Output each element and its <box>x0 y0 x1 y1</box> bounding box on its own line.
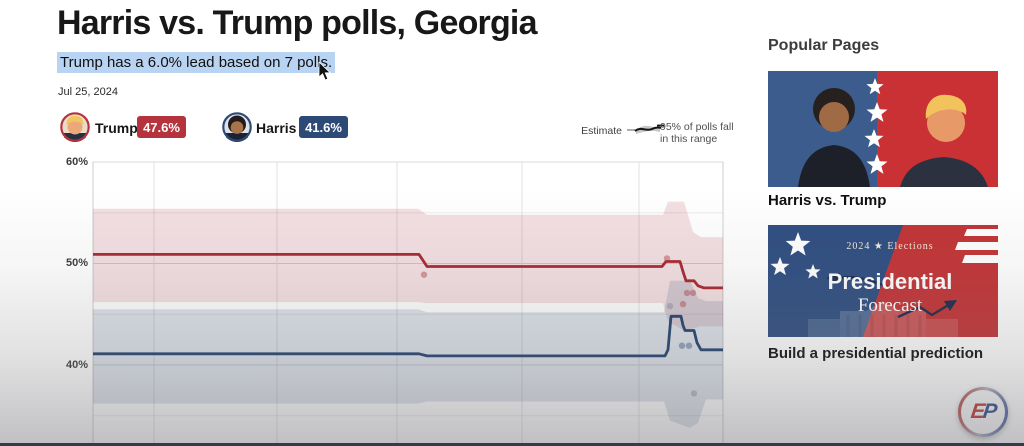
card-presidential-forecast-caption[interactable]: Build a presidential prediction <box>768 345 984 362</box>
card-harris-vs-trump-caption[interactable]: Harris vs. Trump <box>768 192 887 209</box>
harris-avatar <box>222 112 252 142</box>
star-icon <box>785 232 811 256</box>
banner-subtitle: Forecast <box>858 295 923 316</box>
mouse-cursor-icon <box>318 61 331 86</box>
date-label: Jul 25, 2024 <box>58 86 118 98</box>
polls-trend-chart <box>92 161 724 446</box>
trump-value-badge: 47.6% <box>137 116 186 138</box>
harris-value-badge: 41.6% <box>299 116 348 138</box>
star-icon <box>864 129 884 148</box>
trump-avatar <box>60 112 90 142</box>
star-icon <box>805 264 821 279</box>
page-title: Harris vs. Trump polls, Georgia <box>57 4 538 42</box>
estimate-range-line2: in this range <box>660 133 718 145</box>
ep-logo: EP <box>958 387 1008 437</box>
card-harris-vs-trump[interactable] <box>768 71 998 192</box>
lead-summary: Trump has a 6.0% lead based on 7 polls. <box>57 52 336 73</box>
trump-avatar-image <box>60 112 90 142</box>
star-icon <box>866 78 884 95</box>
estimate-range-icon <box>627 120 665 143</box>
ep-logo-text: EP <box>969 400 997 423</box>
banner-kicker: 2024 ★ Elections <box>846 241 933 252</box>
banner-title: Presidential <box>828 269 953 294</box>
star-icon <box>770 257 790 276</box>
estimate-label: Estimate <box>581 125 622 137</box>
popular-pages-heading: Popular Pages <box>768 37 880 54</box>
presidential-forecast-banner-image: 2024 ★ Elections Presidential Forecast <box>768 225 998 337</box>
ytick-40: 40% <box>65 359 88 371</box>
estimate-range-line1: 95% of polls fall <box>660 121 734 133</box>
lead-summary-highlight: Trump has a 6.0% lead based on 7 polls. <box>57 52 336 73</box>
trump-name-label: Trump <box>95 120 138 136</box>
harris-name-label: Harris <box>256 120 297 136</box>
harris-avatar-image <box>222 112 252 142</box>
star-icon <box>866 154 888 174</box>
card-presidential-forecast[interactable]: 2024 ★ Elections Presidential Forecast <box>768 225 998 342</box>
bottom-bar <box>0 443 1024 446</box>
star-icon <box>866 102 888 122</box>
harris-trump-banner-image <box>768 71 998 187</box>
ep-logo-inner: EP <box>961 390 1005 434</box>
ytick-60: 60% <box>65 156 88 168</box>
ytick-50: 50% <box>65 257 88 269</box>
estimate-range-caption: 95% of polls fall in this range <box>660 121 734 145</box>
